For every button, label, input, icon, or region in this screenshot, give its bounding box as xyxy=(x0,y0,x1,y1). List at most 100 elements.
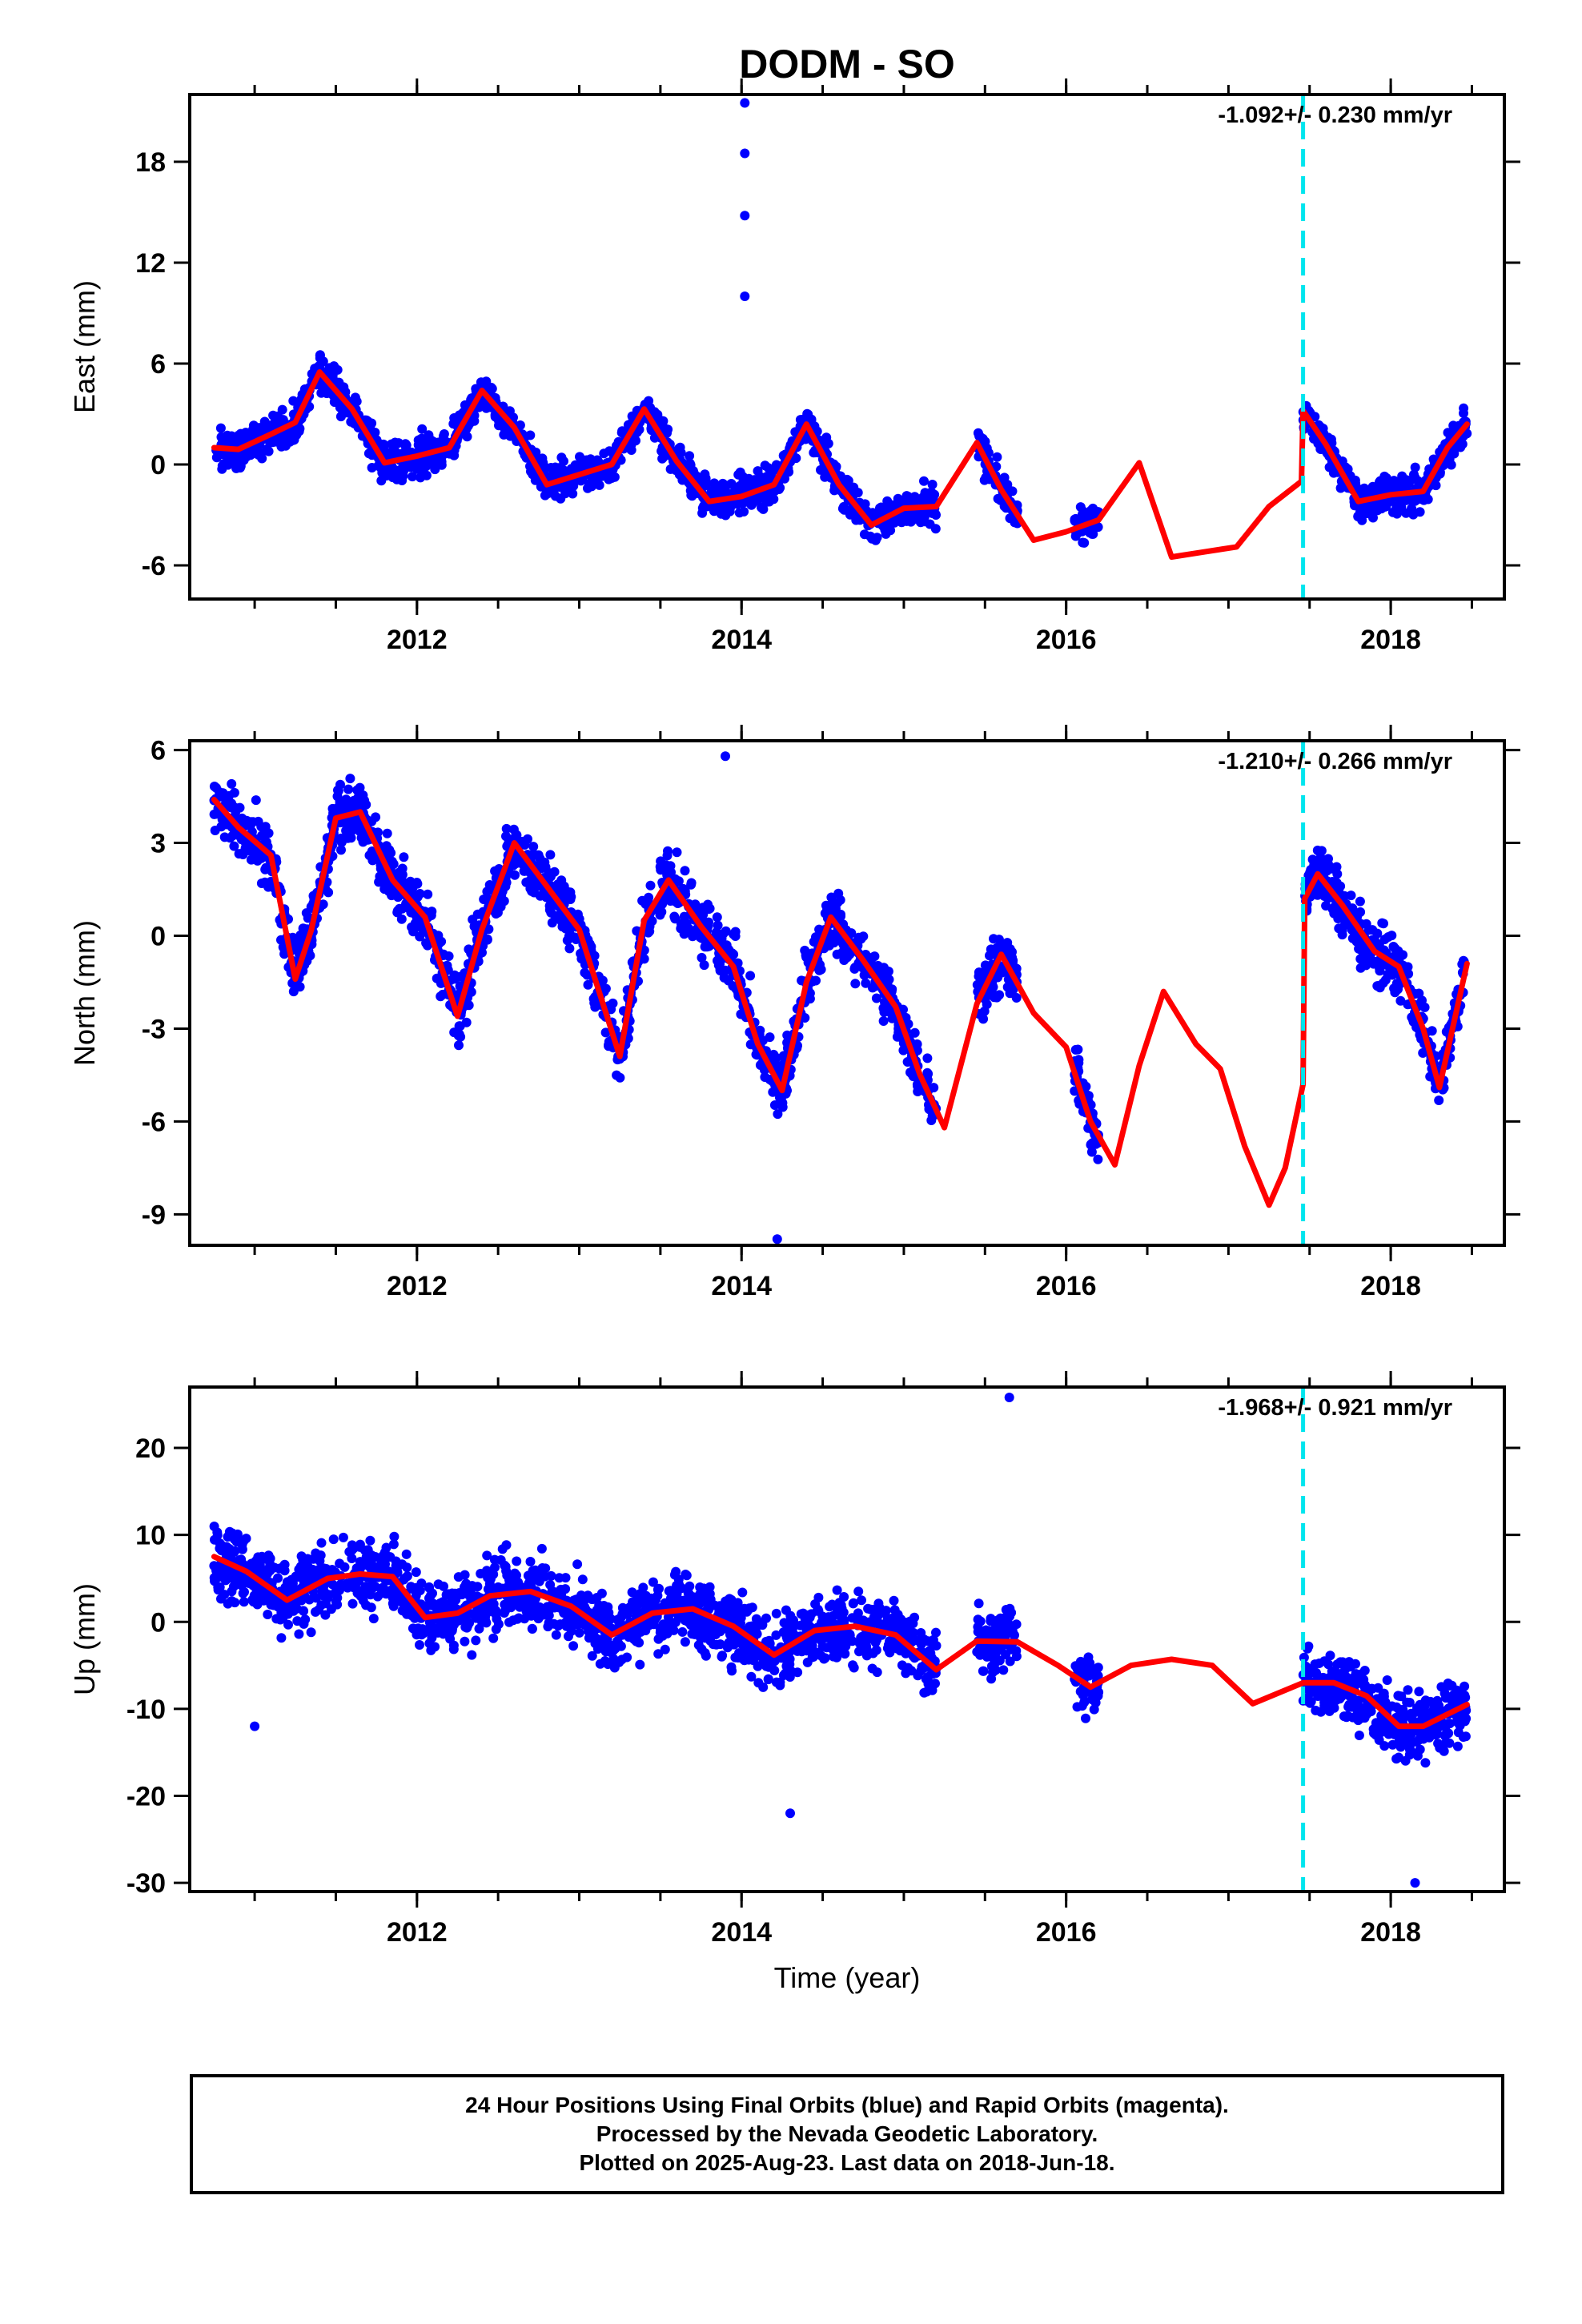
east-data-point xyxy=(570,460,580,470)
east-data-point xyxy=(1409,496,1419,506)
north-data-point xyxy=(686,878,697,888)
north-outlier-point xyxy=(721,751,730,762)
east-data-point xyxy=(838,501,849,512)
east-data-point xyxy=(823,438,833,448)
north-data-point xyxy=(511,830,521,840)
east-data-point xyxy=(919,476,929,486)
north-data-point xyxy=(1434,1096,1444,1105)
north-data-point xyxy=(922,1053,933,1063)
east-data-point xyxy=(711,505,721,514)
east-data-point xyxy=(1002,480,1013,490)
north-data-point xyxy=(298,923,308,934)
north-data-point xyxy=(699,960,709,971)
north-data-point xyxy=(454,1029,464,1039)
east-data-point xyxy=(217,464,227,474)
east-data-point xyxy=(907,510,917,520)
up-data-point xyxy=(551,1630,561,1640)
east-data-point xyxy=(281,432,291,443)
east-data-point xyxy=(408,472,418,482)
north-data-point xyxy=(399,852,409,862)
east-data-point xyxy=(930,524,941,534)
east-data-point xyxy=(315,351,325,361)
north-data-point xyxy=(528,842,539,852)
east-data-point xyxy=(791,453,801,464)
north-data-point xyxy=(336,837,347,847)
north-data-point xyxy=(469,921,480,931)
north-data-point xyxy=(392,906,403,916)
east-x-tick-label: 2014 xyxy=(711,625,772,655)
east-data-point xyxy=(227,436,237,447)
north-data-point xyxy=(1355,963,1366,973)
up-data-point xyxy=(306,1627,316,1638)
east-data-point xyxy=(329,361,339,372)
east-data-point xyxy=(548,488,559,498)
north-data-point xyxy=(323,887,334,898)
east-data-point xyxy=(756,472,766,483)
north-x-tick-label: 2014 xyxy=(711,1271,772,1301)
east-data-point xyxy=(413,440,424,450)
east-data-point xyxy=(739,506,749,517)
east-data-point xyxy=(735,467,745,477)
up-data-point xyxy=(865,1604,876,1614)
east-data-point xyxy=(594,480,604,490)
north-data-point xyxy=(564,924,575,935)
up-data-point xyxy=(347,1554,357,1563)
east-data-point xyxy=(626,440,636,450)
north-data-point xyxy=(878,1016,889,1026)
north-data-point xyxy=(547,918,557,928)
chart-title: DODM - SO xyxy=(739,42,954,86)
north-data-point xyxy=(989,934,998,944)
up-data-point xyxy=(680,1637,690,1647)
east-data-point xyxy=(1423,494,1433,505)
east-data-point xyxy=(239,455,249,465)
up-data-point xyxy=(276,1633,287,1643)
north-data-point xyxy=(563,887,573,897)
north-data-point xyxy=(230,802,240,813)
east-data-point xyxy=(376,476,387,486)
north-data-point xyxy=(454,1021,464,1031)
north-data-point xyxy=(850,979,861,989)
north-data-point xyxy=(1351,936,1362,947)
up-observations xyxy=(209,1522,1472,1768)
east-data-point xyxy=(1359,508,1369,518)
east-data-point xyxy=(885,520,895,530)
east-data-point xyxy=(930,509,941,519)
north-plot-frame xyxy=(188,739,1506,1247)
east-data-point xyxy=(1459,403,1469,413)
east-data-point xyxy=(390,437,400,448)
east-rate-label: -1.092+/- 0.230 mm/yr xyxy=(1218,103,1452,128)
up-data-point xyxy=(853,1586,864,1597)
east-y-tick-label: 6 xyxy=(151,349,166,380)
east-data-point xyxy=(758,504,769,514)
north-data-point xyxy=(745,971,756,981)
north-data-point xyxy=(1372,981,1383,991)
up-data-point xyxy=(294,1629,304,1639)
north-data-point xyxy=(472,909,483,919)
east-data-point xyxy=(920,488,930,498)
north-data-point xyxy=(408,927,419,937)
north-data-point xyxy=(1379,919,1388,929)
east-y-tick-label: 0 xyxy=(151,450,166,480)
north-data-point xyxy=(335,797,345,807)
east-data-point xyxy=(909,495,919,505)
north-y-tick-label: -9 xyxy=(142,1200,166,1230)
east-data-point xyxy=(254,423,264,433)
east-data-point xyxy=(1079,537,1090,548)
north-data-point xyxy=(729,929,739,939)
east-data-point xyxy=(859,529,869,540)
east-data-point xyxy=(882,496,893,506)
north-data-point xyxy=(1372,928,1383,939)
east-data-point xyxy=(809,448,819,458)
up-data-point xyxy=(677,1626,688,1637)
east-data-point xyxy=(326,368,336,379)
north-data-point xyxy=(664,862,674,873)
east-data-point xyxy=(526,466,536,476)
north-data-point xyxy=(354,789,364,799)
up-data-point xyxy=(501,1540,512,1550)
north-data-point xyxy=(545,850,556,860)
north-data-point xyxy=(454,1040,464,1051)
north-data-point xyxy=(229,787,239,798)
east-data-point xyxy=(721,510,731,521)
east-data-point xyxy=(262,444,272,454)
east-y-tick-label: 12 xyxy=(135,248,166,279)
